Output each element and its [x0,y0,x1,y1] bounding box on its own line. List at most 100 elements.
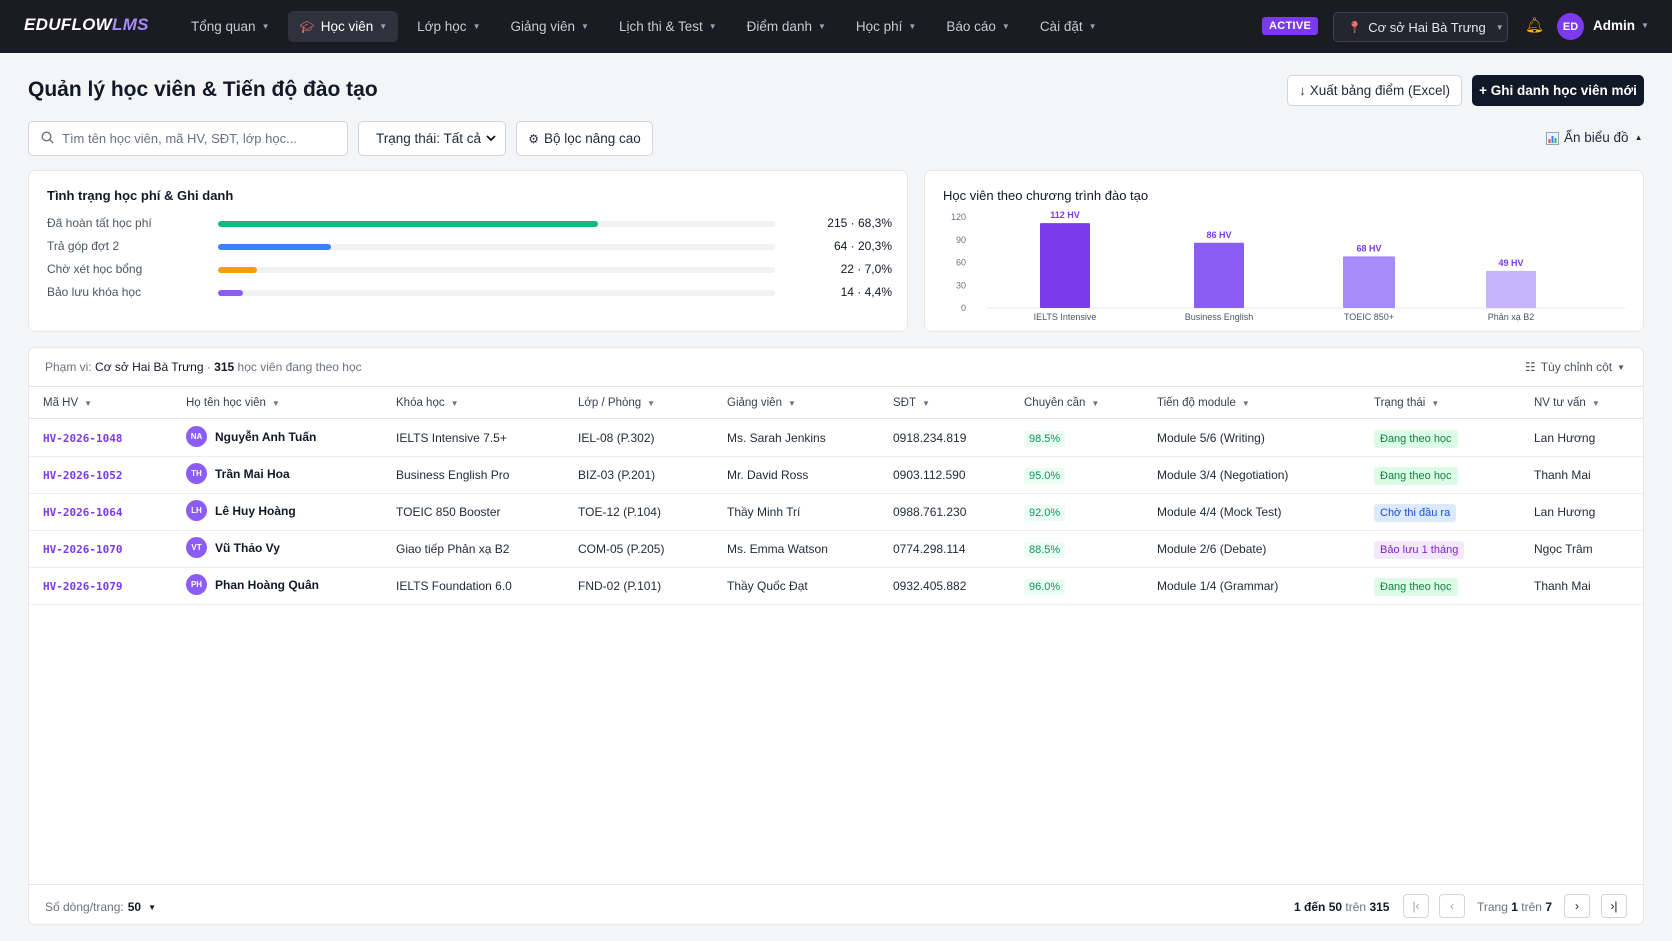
status-badge: Bảo lưu 1 tháng [1374,541,1465,559]
bar-data-label: 112 HV [1050,210,1080,220]
column-header-course[interactable]: Khóa học ▼ [396,397,459,409]
cell-room: FND-02 (P.101) [578,579,662,593]
cell-phone: 0774.298.114 [893,542,966,556]
enroll-student-button[interactable]: + Ghi danh học viên mới [1472,75,1644,106]
bar[interactable] [1343,256,1395,308]
attendance-pill: 92.0% [1024,505,1066,521]
customize-columns-button[interactable]: ☷ Tùy chỉnh cột ▼ [1524,360,1625,374]
cell-name[interactable]: NA Nguyễn Anh Tuấn [186,426,316,447]
bar[interactable] [1194,242,1244,308]
chevron-down-icon [486,133,496,146]
bar[interactable] [1486,270,1536,308]
column-header-name[interactable]: Họ tên học viên ▼ [186,397,280,409]
cell-name[interactable]: PH Phan Hoàng Quân [186,574,319,595]
status-filter-select[interactable]: Trạng thái: Tất cả [358,121,506,156]
nav-item-students[interactable]: 🎓︎ Học viên ▼ [288,11,399,42]
nav-item-settings[interactable]: Cài đặt ▼ [1039,19,1097,34]
status-badge: Đang theo học [1374,578,1458,596]
cell-module: Module 1/4 (Grammar) [1157,579,1279,593]
bar-chart-icon [1546,131,1559,145]
columns-icon: ☷ [1524,360,1536,374]
column-header-module[interactable]: Tiến độ module ▼ [1157,397,1250,409]
progress-fill [218,244,332,250]
caret-down-icon: ▼ [261,22,270,31]
cell-code[interactable]: HV-2026-1064 [43,506,123,519]
hide-chart-toggle[interactable]: Ẩn biểu đồ ▲ [1546,130,1642,145]
first-page-icon: |‹ [1412,899,1420,913]
cell-room: IEL-08 (P.302) [578,431,655,445]
avatar: TH [186,463,207,484]
column-header-code[interactable]: Mã HV ▼ [43,397,93,409]
cell-attendance: 96.0% [1024,579,1066,595]
status-badge: ACTIVE [1262,17,1319,35]
prev-page-button[interactable]: ‹ [1439,894,1465,918]
table-row[interactable]: HV-2026-1048 NA Nguyễn Anh Tuấn IELTS Inten… [29,420,1643,457]
table-row[interactable]: HV-2026-1070 VT Vũ Thảo Vy Giao tiếp Phản x… [29,531,1643,568]
nav-item-teachers[interactable]: Giảng viên ▼ [510,19,589,34]
nav-item-tuition[interactable]: Học phí ▼ [855,19,917,34]
cell-code[interactable]: HV-2026-1052 [43,469,123,482]
rows-per-page-select[interactable]: Số dòng/trang: 50 ▼ [45,900,157,914]
sort-icon: ▼ [84,398,93,408]
nav-item-reports[interactable]: Báo cáo ▼ [946,19,1010,34]
column-header-advisor[interactable]: NV tư vấn ▼ [1534,397,1600,409]
export-excel-button[interactable]: ↓ Xuất bảng điểm (Excel) [1287,75,1462,106]
cell-name[interactable]: LH Lê Huy Hoàng [186,500,296,521]
x-tick-label: TOEIC 850+ [1344,312,1394,322]
chart-title: Học viên theo chương trình đào tạo [943,188,1149,203]
progress-label: Chờ xét học bổng [47,262,143,276]
cell-attendance: 98.5% [1024,431,1066,447]
cell-teacher: Thầy Quốc Đạt [727,579,808,593]
advanced-filter-button[interactable]: ⚙︎ Bộ lọc nâng cao [516,121,653,156]
table-row[interactable]: HV-2026-1064 LH Lê Huy Hoàng TOEIC 850 Boos… [29,494,1643,531]
column-header-phone[interactable]: SĐT ▼ [893,397,930,409]
progress-value: 215 · 68,3% [827,216,892,230]
cell-code[interactable]: HV-2026-1079 [43,580,123,593]
cell-name[interactable]: TH Trần Mai Hoa [186,463,290,484]
student-icon: 🎓︎ [299,19,315,34]
cell-code[interactable]: HV-2026-1048 [43,432,123,445]
search-input[interactable] [62,131,332,146]
next-page-button[interactable]: › [1564,894,1590,918]
cell-name[interactable]: VT Vũ Thảo Vy [186,537,280,558]
table-row[interactable]: HV-2026-1052 TH Trần Mai Hoa Business Engli… [29,457,1643,494]
caret-down-icon: ▼ [581,22,589,31]
cell-phone: 0903.112.590 [893,468,966,482]
student-name: Lê Huy Hoàng [215,503,296,518]
student-name: Nguyễn Anh Tuấn [215,429,317,444]
program-chart-card: Học viên theo chương trình đào tạo 0 30 60… [924,170,1644,332]
nav-item-attendance[interactable]: Điểm danh ▼ [746,19,826,34]
student-name: Phan Hoàng Quân [215,577,320,592]
user-menu[interactable]: Admin ▼ [1593,18,1649,33]
campus-selector[interactable]: 📍︎ Cơ sở Hai Bà Trưng ▼ [1333,12,1508,42]
column-header-attendance[interactable]: Chuyên cần ▼ [1024,397,1100,409]
avatar[interactable]: ED [1557,13,1584,40]
bar[interactable] [1040,223,1090,308]
first-page-button[interactable]: |‹ [1403,894,1429,918]
bell-icon[interactable]: 🔔︎ [1525,17,1545,34]
column-header-status[interactable]: Trạng thái ▼ [1374,397,1440,409]
bar-data-label: 86 HV [1206,230,1231,240]
progress-row: Đã hoàn tất học phí 215 · 68,3% [47,216,892,232]
y-tick-label: 60 [956,258,966,268]
column-header-teacher[interactable]: Giảng viên ▼ [727,397,796,409]
avatar: PH [186,574,207,595]
nav-item-overview[interactable]: Tổng quan ▼ [191,19,270,34]
column-header-room[interactable]: Lớp / Phòng ▼ [578,397,656,409]
brand-logo[interactable]: EDUFLOWLMS [24,15,149,34]
nav-item-exams[interactable]: Lịch thi & Test ▼ [618,19,717,34]
sort-icon: ▼ [647,398,656,408]
sort-icon: ▼ [450,398,459,408]
nav-item-classes[interactable]: Lớp học ▼ [417,19,481,34]
gear-icon: ⚙︎ [528,131,539,146]
status-badge: Đang theo học [1374,430,1458,448]
table-row[interactable]: HV-2026-1079 PH Phan Hoàng Quân IELTS Found… [29,568,1643,605]
main-menu: Tổng quan ▼ 🎓︎ Học viên ▼ Lớp học ▼ Giảng vi… [180,11,1116,42]
cell-code[interactable]: HV-2026-1070 [43,543,123,556]
cell-advisor: Thanh Mai [1534,468,1591,482]
download-icon: ↓ [1298,83,1306,98]
last-page-button[interactable]: ›| [1601,894,1627,918]
cell-room: COM-05 (P.205) [578,542,665,556]
cell-phone: 0932.405.882 [893,579,967,593]
caret-down-icon: ▼ [817,22,826,31]
